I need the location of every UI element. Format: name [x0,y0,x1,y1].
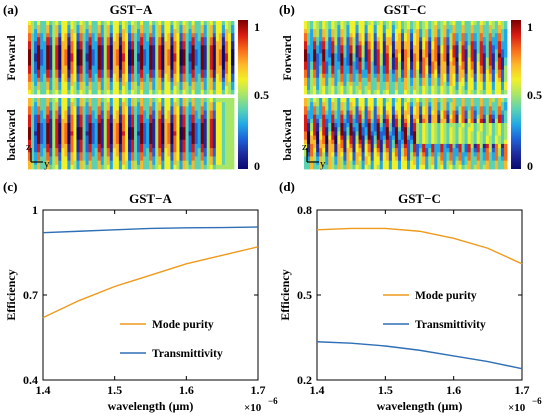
series-line-transmittivity [42,226,259,234]
field-title-left: GST−A [110,2,153,17]
chart-title: GST−A [129,191,172,206]
x-tick-label: 1.7 [515,383,530,397]
row-label-right-forward: Forward [280,35,294,81]
field-map-right-backward [304,98,508,170]
y-tick-label: 0.2 [297,373,312,387]
y-tick-label: 1 [32,203,38,217]
x-tick-label: 1.7 [251,383,266,397]
chart-gst-c: GST−C 1.4 1.5 1.6 1.7 0.2 0.5 0.8 wavelength (μm… [278,191,542,414]
axes-glyph-left-y: y [44,158,50,170]
field-title-right: GST−C [384,2,427,17]
x-tick-label: 1.5 [107,383,122,397]
plot-frame [316,209,523,381]
x-tick-label: 1.4 [310,383,325,397]
panel-label-a: (a) [3,2,18,17]
colorbar-left-tick-1: 1 [254,20,260,34]
field-map-right-forward [304,21,508,95]
y-tick-label: 0.7 [23,288,38,302]
series-line-transmittivity [316,341,523,370]
x-axis-exponent: −6 [268,396,278,406]
row-label-right-backward: backward [280,109,294,161]
colorbar-right: 1 0.5 0 [511,20,542,173]
axes-glyph-right-y: y [320,158,326,170]
axes-glyph-left-z: z [26,141,31,153]
colorbar-right-tick-05: 0.5 [527,88,542,102]
axes-glyph-left: z y [26,141,50,170]
colorbar-right-tick-0: 0 [527,159,533,173]
field-map-left-backward [28,98,235,170]
chart-gst-a: GST−A 1.4 1.5 1.6 1.7 0.4 0.7 1 wavelength (μm) ×… [4,191,278,414]
x-axis-label: wavelength (μm) [108,399,194,413]
legend-label: Transmittivity [152,348,223,360]
series-line-mode-purity [42,246,259,319]
x-axis-label: wavelength (μm) [377,399,463,413]
y-tick-label: 0.4 [23,373,38,387]
colorbar-right-bar [511,20,521,169]
y-axis-label: Efficiency [278,269,292,320]
x-axis-exponent: −6 [532,396,542,406]
colorbar-left-bar [238,20,248,169]
legend-label: Transmittivity [415,319,486,331]
axes-glyph-right-z: z [302,141,307,153]
field-map-left-forward [28,21,235,95]
x-tick-label: 1.6 [179,383,194,397]
legend-label: Mode purity [152,319,214,331]
colorbar-left-tick-0: 0 [254,159,260,173]
colorbar-left-tick-05: 0.5 [254,88,269,102]
panel-label-c: (c) [3,179,17,194]
y-axis-label: Efficiency [4,269,18,320]
row-label-left-backward: backward [4,109,18,161]
colorbar-left: 1 0.5 0 [238,20,269,173]
legend-label: Mode purity [415,290,477,302]
colorbar-right-tick-1: 1 [527,20,533,34]
x-axis-multiplier: ×10 [244,402,262,414]
chart-title: GST−C [398,191,441,206]
axes-glyph-right: z y [302,141,326,170]
x-tick-label: 1.5 [378,383,393,397]
panel-label-d: (d) [279,179,295,194]
row-label-left-forward: Forward [4,35,18,81]
x-axis-multiplier: ×10 [508,402,526,414]
series-line-mode-purity [316,227,523,265]
y-tick-label: 0.8 [297,203,312,217]
panel-label-b: (b) [279,2,295,17]
plot-frame [42,209,259,381]
x-tick-label: 1.4 [36,383,51,397]
y-tick-label: 0.5 [297,288,312,302]
x-tick-label: 1.6 [446,383,461,397]
